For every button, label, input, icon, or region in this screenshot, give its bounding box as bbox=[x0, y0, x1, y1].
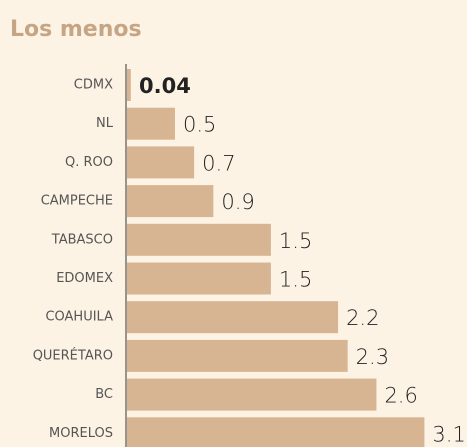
y-tick-label: Q. ROO bbox=[65, 155, 113, 170]
value-label: 1.5 bbox=[279, 268, 312, 292]
y-tick-label: BC bbox=[95, 387, 113, 402]
value-label: 2.2 bbox=[346, 306, 379, 330]
y-tick-label: QUERÉTARO bbox=[33, 347, 113, 363]
y-tick-label: CAMPECHE bbox=[41, 194, 113, 209]
y-tick-label: CDMX bbox=[74, 78, 113, 93]
bar bbox=[127, 185, 214, 218]
y-tick-label: NL bbox=[96, 116, 114, 131]
y-tick-label: COAHUILA bbox=[45, 310, 113, 325]
value-label: 2.6 bbox=[384, 384, 417, 408]
value-label: 2.3 bbox=[356, 345, 389, 369]
bar bbox=[127, 146, 195, 179]
y-tick-label: EDOMEX bbox=[56, 271, 113, 286]
bar bbox=[127, 262, 271, 295]
value-label: 0.9 bbox=[221, 190, 254, 214]
value-label: 3.1 bbox=[432, 422, 465, 446]
bar bbox=[127, 107, 175, 140]
bar bbox=[127, 301, 339, 334]
value-label: 0.5 bbox=[183, 113, 216, 137]
bar bbox=[127, 223, 271, 256]
value-label: 0.04 bbox=[139, 74, 191, 98]
bar bbox=[127, 417, 425, 447]
bar bbox=[127, 339, 348, 372]
y-tick-label: MORELOS bbox=[49, 426, 113, 441]
y-tick-label: TABASCO bbox=[51, 232, 113, 247]
bar bbox=[127, 378, 377, 411]
bar bbox=[127, 69, 131, 101]
chart-title: Los menos bbox=[10, 17, 142, 42]
value-label: 1.5 bbox=[279, 229, 312, 253]
value-label: 0.7 bbox=[202, 151, 235, 175]
